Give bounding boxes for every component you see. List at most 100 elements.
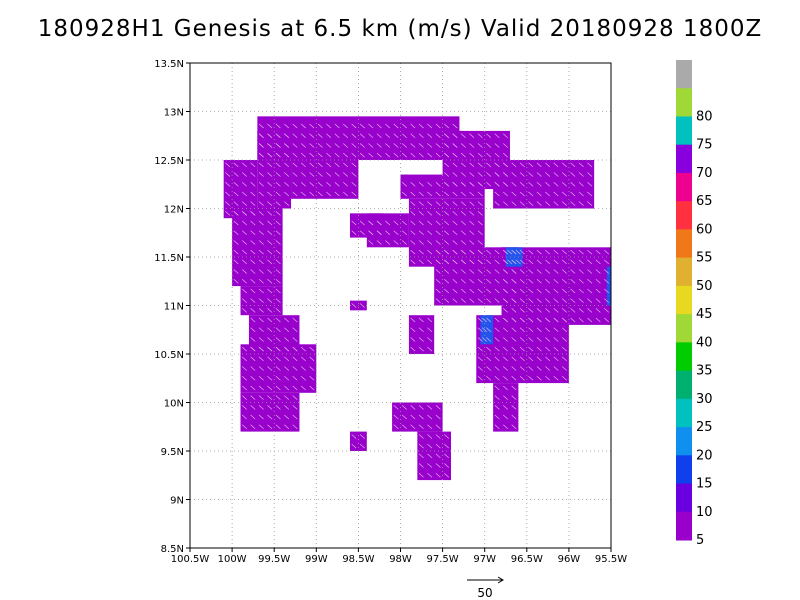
wind-vector — [604, 249, 610, 255]
wind-vector — [536, 366, 542, 371]
wind-vector — [225, 181, 231, 187]
wind-vector — [528, 181, 534, 187]
tick-label-latitude: 8.5N — [161, 544, 184, 555]
wind-vector — [545, 249, 551, 255]
wind-vector — [258, 191, 264, 197]
wind-vector — [351, 230, 357, 236]
wind-vector — [452, 143, 458, 148]
wind-vector — [292, 405, 298, 410]
wind-vector — [410, 337, 416, 342]
wind-vector — [275, 152, 281, 158]
wind-vector — [435, 230, 441, 236]
wind-vector — [503, 172, 508, 177]
colorbar-label: 20 — [696, 448, 713, 463]
wind-vector — [503, 327, 508, 333]
wind-vector — [486, 172, 492, 177]
wind-vector — [486, 259, 492, 265]
wind-vector — [494, 249, 500, 255]
wind-vector — [250, 230, 256, 236]
wind-vector — [570, 269, 576, 274]
wind-vector — [553, 162, 559, 168]
wind-vector — [486, 298, 492, 303]
wind-vector — [250, 356, 256, 362]
wind-vector — [444, 249, 450, 255]
wind-vector — [300, 385, 306, 391]
wind-vector — [494, 298, 500, 303]
wind-vector — [469, 172, 475, 177]
colorbar-bin — [676, 398, 692, 428]
wind-vector — [376, 220, 382, 226]
wind-vector — [511, 346, 517, 352]
wind-vector — [410, 201, 416, 206]
colorbar-bin — [676, 370, 692, 400]
wind-vector — [258, 240, 264, 245]
wind-vector — [511, 259, 517, 265]
wind-vector — [435, 414, 441, 420]
wind-vector — [343, 123, 349, 129]
wind-vector — [275, 366, 281, 371]
wind-vector — [545, 181, 551, 187]
wind-vector — [545, 308, 551, 313]
wind-vector — [275, 308, 281, 313]
wind-vector — [351, 123, 357, 129]
wind-vector — [536, 337, 542, 342]
wind-vector — [511, 269, 517, 274]
wind-vector — [284, 414, 290, 420]
wind-vector — [435, 288, 441, 294]
wind-vector — [444, 463, 450, 468]
wind-vector — [309, 143, 315, 148]
wind-vector — [351, 143, 357, 148]
wind-vector — [553, 298, 559, 303]
wind-speed-cell — [493, 160, 595, 209]
wind-vector — [410, 220, 416, 226]
wind-vector — [418, 346, 424, 352]
wind-vector — [494, 181, 500, 187]
wind-vector — [604, 269, 610, 274]
wind-vector — [503, 385, 508, 391]
tick-label-longitude: 97.5W — [427, 554, 459, 565]
colorbar-label: 5 — [696, 533, 704, 548]
wind-vector — [418, 317, 424, 323]
wind-vector — [368, 143, 374, 148]
wind-vector — [536, 317, 542, 323]
wind-vector — [477, 278, 483, 284]
wind-vector — [469, 230, 475, 236]
wind-vector — [292, 133, 298, 139]
wind-vector — [351, 133, 357, 139]
wind-vector — [561, 181, 567, 187]
wind-vector — [561, 366, 567, 371]
wind-vector — [528, 346, 534, 352]
wind-vector — [410, 230, 416, 236]
wind-vector — [511, 405, 517, 410]
wind-vector — [292, 123, 298, 129]
wind-vector — [258, 201, 264, 206]
wind-vector — [258, 143, 264, 148]
wind-vector — [393, 220, 399, 226]
wind-vector — [511, 317, 517, 323]
wind-vector — [359, 123, 365, 129]
wind-vector — [528, 249, 534, 255]
wind-vector — [258, 375, 264, 381]
colorbar-label: 75 — [696, 138, 713, 153]
wind-vector — [503, 249, 508, 255]
wind-vector — [267, 201, 273, 206]
wind-vector — [587, 201, 593, 206]
wind-vector — [427, 123, 433, 129]
wind-vector — [241, 424, 247, 430]
wind-vector — [233, 240, 239, 245]
wind-vector — [511, 298, 517, 303]
wind-vector — [267, 366, 273, 371]
wind-vector — [334, 162, 340, 168]
wind-vector — [503, 152, 508, 158]
wind-vector — [460, 298, 466, 303]
wind-vector — [435, 249, 441, 255]
wind-vector — [515, 249, 521, 255]
wind-vector — [275, 375, 281, 381]
wind-vector — [553, 327, 559, 333]
wind-vector — [536, 298, 542, 303]
wind-vector — [292, 191, 298, 197]
wind-vector — [536, 249, 542, 255]
wind-vector — [284, 405, 290, 410]
wind-vector — [275, 385, 281, 391]
colorbar-bin — [676, 172, 692, 202]
